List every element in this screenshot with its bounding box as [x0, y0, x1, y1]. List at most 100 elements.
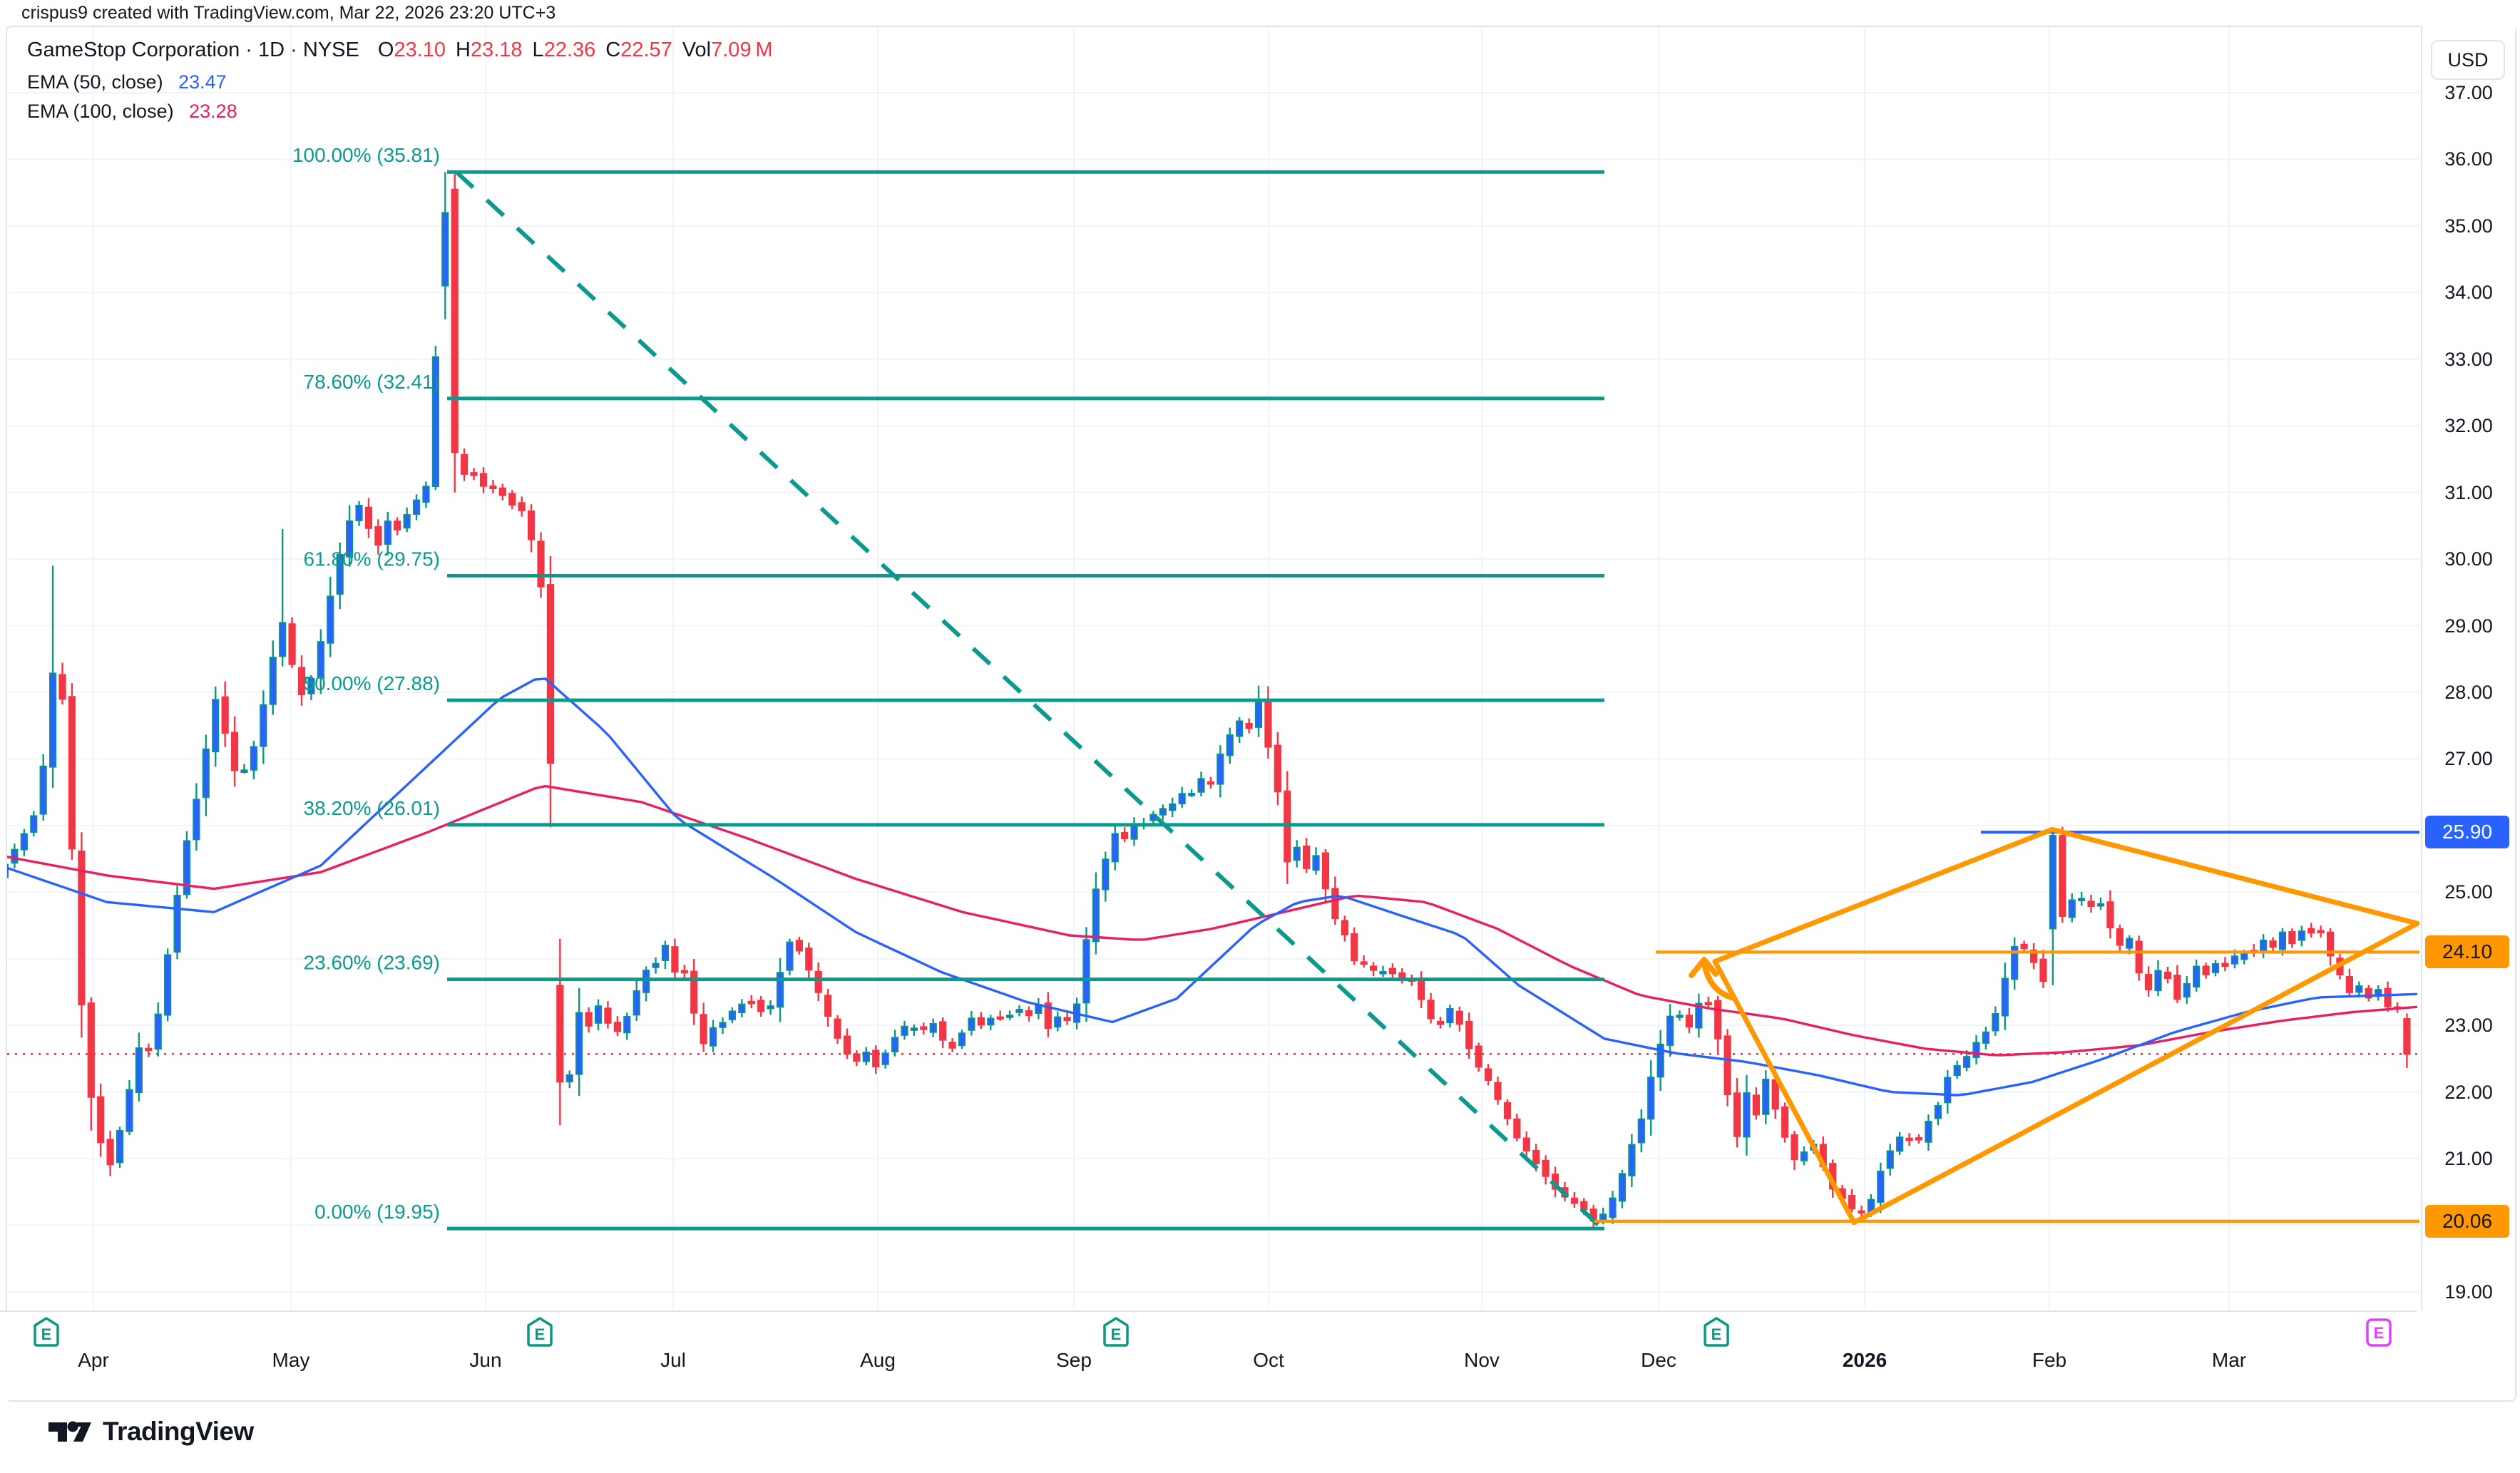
- candle[interactable]: [1082, 927, 1090, 1022]
- candle[interactable]: [1293, 840, 1301, 868]
- candle[interactable]: [1063, 1012, 1071, 1025]
- candle[interactable]: [173, 886, 181, 960]
- candle[interactable]: [1733, 1077, 1741, 1148]
- candle[interactable]: [968, 1011, 975, 1036]
- candle[interactable]: [1187, 789, 1196, 798]
- candle[interactable]: [470, 468, 478, 481]
- candle[interactable]: [2183, 975, 2191, 1004]
- candle[interactable]: [929, 1018, 937, 1037]
- diamond-pattern[interactable]: [1712, 826, 2419, 1226]
- candle[interactable]: [451, 173, 459, 493]
- candle[interactable]: [1465, 1012, 1473, 1059]
- earnings-icon[interactable]: E: [526, 1316, 554, 1351]
- candle[interactable]: [126, 1079, 133, 1136]
- candle[interactable]: [958, 1030, 966, 1049]
- candle[interactable]: [1341, 915, 1348, 942]
- candle[interactable]: [1111, 824, 1119, 871]
- candle[interactable]: [2403, 1013, 2411, 1068]
- candle[interactable]: [422, 481, 430, 508]
- candle[interactable]: [1197, 771, 1205, 797]
- candle[interactable]: [738, 999, 746, 1017]
- candle[interactable]: [537, 532, 545, 598]
- candle[interactable]: [307, 675, 315, 701]
- candle[interactable]: [1494, 1076, 1502, 1105]
- candle[interactable]: [1618, 1169, 1627, 1208]
- candle[interactable]: [1944, 1070, 1952, 1114]
- candle[interactable]: [776, 958, 784, 1022]
- candle[interactable]: [1714, 996, 1722, 1053]
- candle[interactable]: [2135, 935, 2143, 981]
- candle[interactable]: [1848, 1189, 1856, 1213]
- candle[interactable]: [1035, 997, 1043, 1020]
- candle[interactable]: [1791, 1131, 1798, 1170]
- candle[interactable]: [145, 1043, 153, 1057]
- candle[interactable]: [2298, 925, 2305, 947]
- candle[interactable]: [250, 740, 258, 779]
- candle[interactable]: [135, 1032, 143, 1102]
- earnings-icon[interactable]: E: [1102, 1316, 1130, 1351]
- fib-retracement[interactable]: 100.00% (35.81) 78.60% (32.41) 61.80% (29.…: [292, 144, 1604, 1231]
- candle[interactable]: [1245, 718, 1253, 734]
- candle[interactable]: [1503, 1099, 1512, 1126]
- candle[interactable]: [1264, 686, 1272, 759]
- candle[interactable]: [78, 832, 86, 1038]
- candle[interactable]: [805, 943, 813, 978]
- candle[interactable]: [202, 734, 210, 816]
- candle[interactable]: [556, 938, 564, 1126]
- candle[interactable]: [1992, 1006, 1999, 1036]
- candle[interactable]: [2039, 950, 2047, 988]
- candle[interactable]: [834, 1015, 841, 1045]
- candle[interactable]: [2096, 897, 2105, 910]
- candle[interactable]: [317, 629, 324, 694]
- candle[interactable]: [1934, 1102, 1942, 1126]
- candle[interactable]: [1905, 1133, 1913, 1146]
- candle[interactable]: [154, 1002, 162, 1057]
- candle[interactable]: [2, 861, 9, 886]
- candle[interactable]: [394, 517, 401, 535]
- candle[interactable]: [346, 505, 354, 567]
- candle[interactable]: [479, 467, 488, 493]
- candle[interactable]: [1236, 717, 1244, 744]
- candle[interactable]: [68, 683, 76, 860]
- currency-badge[interactable]: USD: [2431, 40, 2505, 80]
- candle[interactable]: [1446, 1004, 1454, 1028]
- candle[interactable]: [1762, 1070, 1770, 1125]
- candle[interactable]: [327, 576, 334, 657]
- candle[interactable]: [575, 987, 583, 1097]
- candle[interactable]: [1982, 1027, 1990, 1050]
- candle[interactable]: [403, 507, 411, 533]
- candle[interactable]: [1953, 1060, 1961, 1079]
- candle[interactable]: [2029, 943, 2038, 970]
- candle[interactable]: [336, 542, 344, 610]
- arrow-annotation[interactable]: [1701, 961, 1737, 1001]
- candle[interactable]: [891, 1030, 899, 1057]
- candle[interactable]: [2202, 963, 2210, 979]
- candle[interactable]: [604, 1001, 612, 1029]
- candle[interactable]: [2116, 924, 2124, 951]
- candle[interactable]: [288, 617, 296, 668]
- candle[interactable]: [948, 1038, 956, 1052]
- candle[interactable]: [862, 1047, 870, 1066]
- candle[interactable]: [2221, 957, 2229, 972]
- candle[interactable]: [1475, 1042, 1482, 1072]
- candle[interactable]: [661, 940, 670, 970]
- candle[interactable]: [1274, 732, 1281, 806]
- candle[interactable]: [1513, 1114, 1521, 1141]
- candle[interactable]: [183, 831, 191, 899]
- candle[interactable]: [2173, 965, 2181, 1003]
- candle[interactable]: [1666, 1003, 1674, 1057]
- candle[interactable]: [106, 1130, 114, 1176]
- earnings-icon[interactable]: E: [1702, 1316, 1731, 1351]
- candle[interactable]: [1092, 872, 1100, 955]
- candle[interactable]: [709, 1020, 717, 1052]
- candle[interactable]: [518, 496, 526, 517]
- candle[interactable]: [49, 565, 57, 789]
- candle[interactable]: [843, 1028, 851, 1059]
- candle[interactable]: [2345, 968, 2354, 996]
- candle[interactable]: [364, 498, 373, 538]
- candle[interactable]: [1800, 1146, 1808, 1166]
- candle[interactable]: [1388, 963, 1396, 981]
- candle[interactable]: [977, 1012, 985, 1030]
- candle[interactable]: [116, 1126, 124, 1168]
